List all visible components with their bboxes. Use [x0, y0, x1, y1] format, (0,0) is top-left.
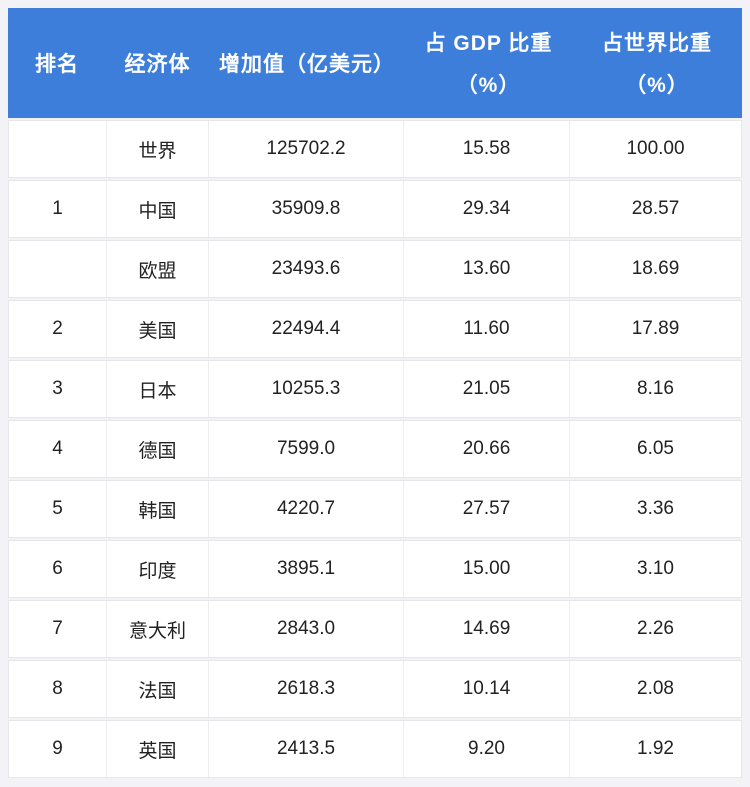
table-row: 8 法国 2618.3 10.14 2.08 — [8, 660, 742, 718]
cell-economy: 印度 — [106, 541, 208, 597]
table-row: 欧盟 23493.6 13.60 18.69 — [8, 240, 742, 298]
cell-gdp-share: 10.14 — [403, 661, 569, 717]
cell-rank: 6 — [52, 558, 63, 579]
cell-value: 22494.4 — [208, 301, 403, 357]
cell-economy: 德国 — [106, 421, 208, 477]
cell-economy: 意大利 — [106, 601, 208, 657]
header-world-share: 占世界比重 （%） — [572, 8, 742, 118]
table-row: 6 印度 3895.1 15.00 3.10 — [8, 540, 742, 598]
cell-world-share: 18.69 — [569, 241, 741, 297]
cell-gdp-share: 13.60 — [403, 241, 569, 297]
cell-gdp-share: 15.00 — [403, 541, 569, 597]
cell-world-share: 3.36 — [569, 481, 741, 537]
cell-value: 2618.3 — [208, 661, 403, 717]
cell-rank — [9, 121, 106, 177]
cell-world-share: 1.92 — [569, 721, 741, 777]
cell-gdp-share: 21.05 — [403, 361, 569, 417]
header-gdp-share-line1: 占 GDP 比重 — [424, 31, 553, 55]
cell-rank: 2 — [52, 318, 63, 339]
cell-economy: 世界 — [106, 121, 208, 177]
cell-rank: 5 — [52, 498, 63, 519]
cell-rank: 7 — [52, 618, 63, 639]
cell-world-share: 6.05 — [569, 421, 741, 477]
header-gdp-share: 占 GDP 比重 （%） — [405, 8, 572, 118]
cell-economy: 中国 — [106, 181, 208, 237]
cell-economy: 美国 — [106, 301, 208, 357]
cell-value: 23493.6 — [208, 241, 403, 297]
table-row: 1 中国 35909.8 29.34 28.57 — [8, 180, 742, 238]
economy-value-added-table: 排名 经济体 增加值（亿美元） 占 GDP 比重 （%） 占世界比重 （%） 世… — [8, 8, 742, 778]
cell-value: 10255.3 — [208, 361, 403, 417]
cell-rank: 1 — [52, 198, 63, 219]
cell-rank: 4 — [52, 438, 63, 459]
header-gdp-share-line2: （%） — [456, 74, 521, 98]
header-world-share-line1: 占世界比重 — [602, 31, 712, 55]
cell-world-share: 8.16 — [569, 361, 741, 417]
header-rank: 排名 — [35, 53, 79, 76]
header-world-share-line2: （%） — [625, 74, 689, 98]
table-row: 9 英国 2413.5 9.20 1.92 — [8, 720, 742, 778]
cell-gdp-share: 29.34 — [403, 181, 569, 237]
cell-rank: 8 — [52, 678, 63, 699]
cell-rank — [9, 241, 106, 297]
cell-value: 2413.5 — [208, 721, 403, 777]
header-value-added: 增加值（亿美元） — [219, 53, 395, 76]
cell-world-share: 2.26 — [569, 601, 741, 657]
cell-rank: 9 — [52, 738, 63, 759]
cell-value: 4220.7 — [208, 481, 403, 537]
cell-gdp-share: 15.58 — [403, 121, 569, 177]
cell-economy: 英国 — [106, 721, 208, 777]
cell-gdp-share: 11.60 — [403, 301, 569, 357]
cell-value: 35909.8 — [208, 181, 403, 237]
header-economy: 经济体 — [124, 53, 191, 76]
cell-world-share: 2.08 — [569, 661, 741, 717]
table-row: 4 德国 7599.0 20.66 6.05 — [8, 420, 742, 478]
cell-economy: 韩国 — [106, 481, 208, 537]
cell-value: 2843.0 — [208, 601, 403, 657]
table-row: 3 日本 10255.3 21.05 8.16 — [8, 360, 742, 418]
cell-world-share: 100.00 — [569, 121, 741, 177]
table-body: 世界 125702.2 15.58 100.00 1 中国 35909.8 29… — [8, 120, 742, 778]
cell-gdp-share: 20.66 — [403, 421, 569, 477]
table-header-row: 排名 经济体 增加值（亿美元） 占 GDP 比重 （%） 占世界比重 （%） — [8, 8, 742, 118]
table-row: 7 意大利 2843.0 14.69 2.26 — [8, 600, 742, 658]
table-row: 世界 125702.2 15.58 100.00 — [8, 120, 742, 178]
cell-economy: 法国 — [106, 661, 208, 717]
table-row: 5 韩国 4220.7 27.57 3.36 — [8, 480, 742, 538]
cell-gdp-share: 9.20 — [403, 721, 569, 777]
cell-world-share: 28.57 — [569, 181, 741, 237]
cell-gdp-share: 27.57 — [403, 481, 569, 537]
cell-world-share: 17.89 — [569, 301, 741, 357]
cell-gdp-share: 14.69 — [403, 601, 569, 657]
cell-world-share: 3.10 — [569, 541, 741, 597]
cell-economy: 欧盟 — [106, 241, 208, 297]
table-row: 2 美国 22494.4 11.60 17.89 — [8, 300, 742, 358]
cell-value: 7599.0 — [208, 421, 403, 477]
cell-value: 3895.1 — [208, 541, 403, 597]
cell-rank: 3 — [52, 378, 63, 399]
cell-economy: 日本 — [106, 361, 208, 417]
cell-value: 125702.2 — [208, 121, 403, 177]
